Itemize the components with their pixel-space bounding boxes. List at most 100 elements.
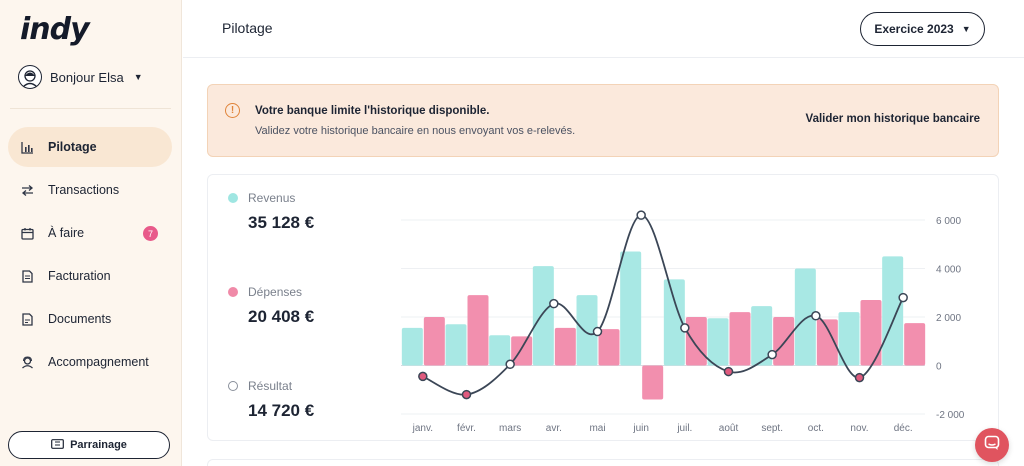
revenus-bar	[620, 251, 642, 366]
revenus-bar	[751, 306, 773, 366]
alert-title: Votre banque limite l'historique disponi…	[255, 105, 490, 117]
resultat-point	[898, 292, 908, 303]
validate-history-link[interactable]: Valider mon historique bancaire	[805, 113, 980, 125]
resultat-point	[811, 311, 821, 321]
app-logo[interactable]: indy	[20, 12, 90, 47]
y-tick-label: 0	[936, 362, 942, 373]
revenus-bar	[882, 256, 904, 366]
depenses-legend-dot	[228, 287, 238, 297]
page-title: Pilotage	[222, 20, 273, 36]
sidebar: indy Bonjour Elsa ▼ Pilotage Transaction…	[0, 0, 182, 466]
resultat-point	[592, 326, 603, 337]
depenses-bar	[467, 295, 489, 366]
x-tick-label: déc.	[894, 423, 913, 434]
x-tick-label: oct.	[808, 423, 824, 434]
depenses-bar	[729, 312, 751, 366]
depenses-bar	[423, 317, 445, 366]
user-menu[interactable]: Bonjour Elsa ▼	[18, 65, 143, 89]
resultat-point	[854, 372, 865, 383]
x-tick-label: sept.	[761, 423, 783, 434]
bank-history-alert: ! Votre banque limite l'historique dispo…	[207, 84, 999, 157]
x-tick-label: janv.	[412, 423, 433, 434]
caret-down-icon: ▼	[961, 24, 971, 34]
revenus-bar	[445, 324, 467, 366]
chat-icon	[984, 435, 1000, 456]
divider	[10, 108, 171, 109]
count-badge: 7	[143, 226, 158, 241]
caret-down-icon: ▼	[133, 72, 143, 82]
sidebar-item-label: À faire	[48, 226, 85, 240]
bar-chart-icon	[20, 140, 34, 154]
resultat-point	[767, 349, 777, 360]
x-tick-label: nov.	[850, 423, 868, 434]
depenses-bar	[773, 317, 795, 366]
top-header: Pilotage Exercice 2023 ▼	[183, 0, 1024, 58]
sidebar-item-accompagnement[interactable]: Accompagnement	[8, 342, 172, 382]
depenses-bar	[511, 336, 533, 366]
revenus-bar	[401, 327, 423, 366]
alert-text: Validez votre historique bancaire en nou…	[255, 125, 576, 137]
resultat-point	[723, 366, 734, 377]
x-tick-label: mai	[589, 423, 605, 434]
sidebar-item-facturation[interactable]: Facturation	[8, 256, 172, 296]
monthly-chart: 6 000 4 000 2 000 0 -2 000 janv. févr. mars avr.…	[401, 210, 965, 434]
sidebar-item-label: Documents	[48, 312, 112, 326]
stat-label: Résultat	[248, 379, 293, 393]
sidebar-item-documents[interactable]: Documents	[8, 299, 172, 339]
x-tick-label: juin	[632, 423, 649, 434]
calendar-icon	[20, 226, 34, 240]
sidebar-item-a-faire[interactable]: À faire 7	[8, 213, 172, 253]
sidebar-item-label: Pilotage	[48, 140, 97, 154]
chat-button[interactable]	[975, 428, 1009, 462]
fiscal-year-select[interactable]: Exercice 2023 ▼	[860, 12, 985, 46]
document-icon	[20, 312, 34, 326]
resultat-point	[418, 371, 428, 382]
y-tick-label: 6 000	[936, 216, 961, 227]
referral-label: Parrainage	[70, 439, 127, 451]
x-tick-label: mars	[499, 423, 521, 434]
depenses-bar	[598, 329, 620, 366]
depenses-bar	[904, 323, 926, 366]
x-tick-label: févr.	[457, 423, 476, 434]
invoice-icon	[20, 269, 34, 283]
arrows-swap-icon	[20, 183, 34, 197]
depenses-bar	[554, 327, 576, 366]
stat-value: 14 720 €	[248, 401, 315, 420]
revenus-bar	[794, 268, 816, 366]
sidebar-item-label: Facturation	[48, 269, 111, 283]
finance-chart-card: Revenus 35 128 € Dépenses 20 408 € Résul…	[207, 174, 999, 441]
revenus-legend-dot	[228, 193, 238, 203]
sidebar-item-transactions[interactable]: Transactions	[8, 170, 172, 210]
stat-value: 20 408 €	[248, 307, 315, 326]
stat-label: Dépenses	[248, 285, 303, 299]
sidebar-item-pilotage[interactable]: Pilotage	[8, 127, 172, 167]
y-tick-label: -2 000	[936, 410, 965, 421]
revenus-bar	[707, 318, 729, 366]
stat-value: 35 128 €	[248, 213, 315, 232]
sidebar-item-label: Transactions	[48, 183, 120, 197]
user-greeting: Bonjour Elsa	[50, 69, 124, 85]
y-tick-label: 4 000	[936, 265, 961, 276]
depenses-bar	[685, 317, 707, 366]
referral-button[interactable]: Parrainage	[8, 431, 170, 459]
depenses-bar	[860, 300, 882, 366]
y-tick-label: 2 000	[936, 313, 961, 324]
resultat-point	[636, 210, 646, 220]
revenus-bar	[489, 335, 511, 366]
depenses-bar	[816, 319, 838, 366]
resultat-legend-dot	[228, 381, 238, 391]
depenses-bar	[642, 365, 664, 400]
revenus-bar	[532, 266, 554, 366]
sidebar-item-label: Accompagnement	[48, 355, 149, 369]
fiscal-year-value: Exercice 2023	[874, 22, 954, 36]
ticket-icon	[51, 438, 64, 452]
revenus-bar	[838, 312, 860, 366]
revenus-bar	[576, 295, 598, 366]
resultat-point	[461, 389, 472, 400]
resultat-point	[505, 359, 515, 370]
support-agent-icon	[20, 355, 34, 369]
resultat-point	[549, 298, 559, 309]
sidebar-nav: Pilotage Transactions À faire 7 Facturat…	[8, 127, 172, 385]
stat-label: Revenus	[248, 191, 296, 205]
warning-icon: !	[225, 103, 240, 118]
